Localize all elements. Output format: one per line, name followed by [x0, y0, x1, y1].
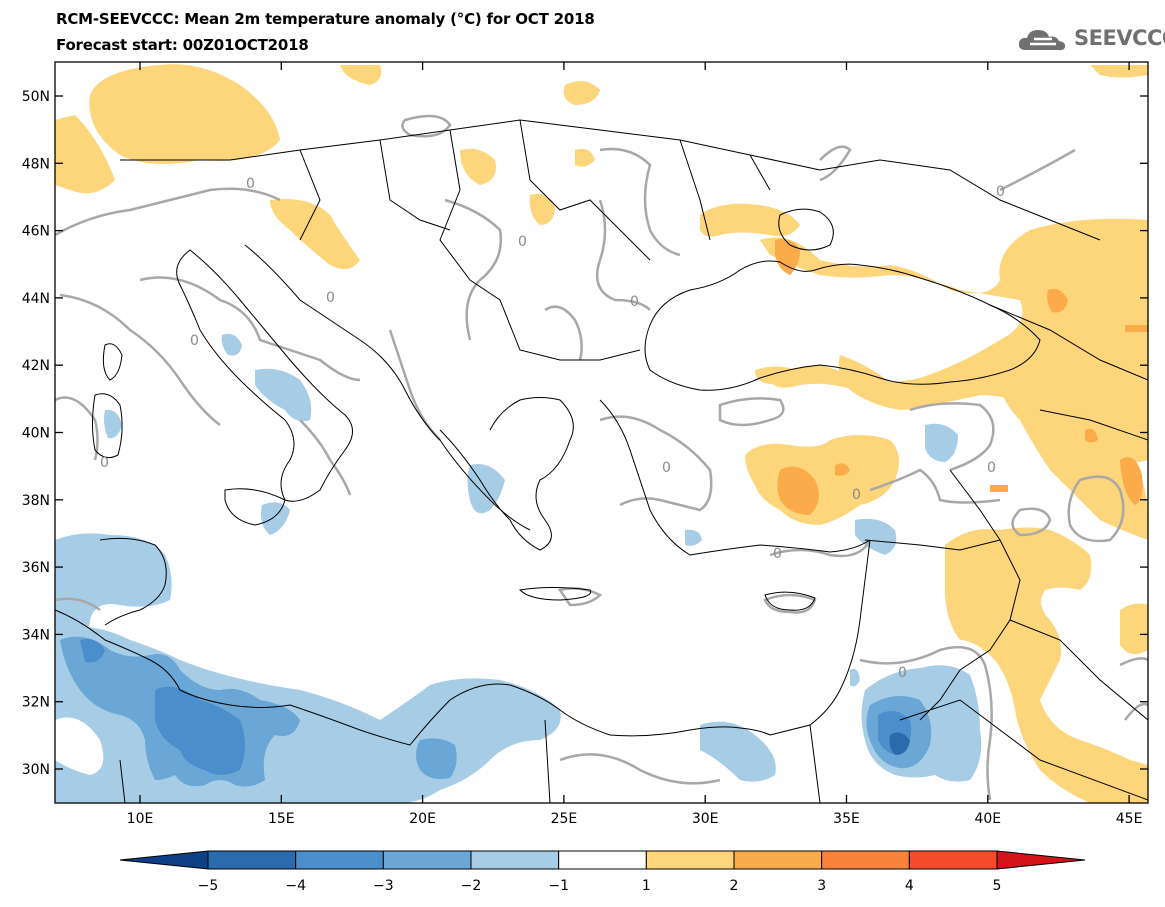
logo-text: SEEVCCC	[1074, 26, 1165, 50]
lon-label: 40E	[974, 811, 1001, 827]
colorbar-label: −4	[285, 878, 306, 894]
turkey-coast	[599, 399, 871, 556]
contour-label: 0	[662, 460, 671, 476]
colorbar-min-triangle	[119, 850, 209, 870]
warm-anomaly-strong	[775, 238, 1148, 515]
contour-label: 0	[518, 234, 527, 250]
balkan-coast	[244, 244, 531, 531]
contour-label: 0	[246, 176, 255, 192]
lat-label: 50N	[22, 89, 50, 105]
contour-label: 0	[100, 455, 109, 471]
lon-label: 10E	[127, 811, 154, 827]
contour-label: 0	[898, 665, 907, 681]
colorbar-label: −5	[198, 878, 219, 894]
colorbar-label: 3	[817, 878, 826, 894]
lon-label: 20E	[409, 811, 436, 827]
colorbar-max-triangle	[996, 850, 1086, 870]
lat-label: 46N	[22, 224, 50, 240]
colorbar-label: 1	[642, 878, 651, 894]
contour-label: 0	[190, 333, 199, 349]
chart-title: RCM-SEEVCCC: Mean 2m temperature anomaly…	[56, 10, 595, 28]
colorbar-segment	[558, 850, 647, 870]
colorbar-label: 5	[993, 878, 1002, 894]
black-sea-coast	[644, 260, 1041, 391]
colorbar-label: −3	[373, 878, 394, 894]
lat-label: 38N	[22, 493, 50, 509]
colorbar-label: −1	[548, 878, 569, 894]
contour-label: 0	[996, 184, 1005, 200]
colorbar-label: −2	[461, 878, 482, 894]
colorbar-segment	[645, 850, 735, 870]
sicily-coast	[224, 488, 286, 526]
latitude-axis: 50N 48N 46N 44N 42N 40N 38N 36N 34N 32N 30N	[22, 89, 1148, 778]
lat-label: 34N	[22, 627, 50, 643]
lat-label: 44N	[22, 291, 50, 307]
lon-label: 15E	[268, 811, 295, 827]
contour-label: 0	[630, 294, 639, 310]
levant-coast	[769, 539, 871, 736]
corsica-coast	[102, 343, 123, 381]
contour-label: 0	[987, 460, 996, 476]
coastlines-borders	[55, 119, 1148, 803]
desert-borders	[119, 699, 1148, 803]
lon-label: 30E	[692, 811, 719, 827]
sardinia-coast	[92, 393, 123, 459]
lon-label: 45E	[1116, 811, 1143, 827]
colorbar-label: 4	[905, 878, 914, 894]
lat-label: 42N	[22, 358, 50, 374]
colorbar: −5 −4 −3 −2 −1 1 2 3 4 5	[119, 850, 1086, 894]
tunisia-coast	[99, 537, 167, 626]
crimea-coast	[778, 208, 834, 251]
colorbar-segment	[733, 850, 823, 870]
seevccc-logo: SEEVCCC	[1016, 24, 1165, 54]
colorbar-segment	[295, 850, 384, 870]
forecast-start: Forecast start: 00Z01OCT2018	[56, 36, 309, 54]
longitude-axis: 10E 15E 20E 25E 30E 35E 40E 45E	[127, 62, 1143, 827]
colorbar-segment	[470, 850, 560, 870]
lat-label: 36N	[22, 560, 50, 576]
cyprus-coast	[764, 591, 816, 611]
colorbar-segment	[908, 850, 998, 870]
lon-label: 35E	[833, 811, 860, 827]
country-borders	[120, 119, 1148, 721]
zero-contours	[55, 114, 1148, 801]
colorbar-segment	[382, 850, 472, 870]
contour-label: 0	[773, 546, 782, 562]
contour-label: 0	[852, 487, 861, 503]
colorbar-segment	[207, 850, 297, 870]
lat-label: 30N	[22, 762, 50, 778]
lat-label: 48N	[22, 156, 50, 172]
contour-label: 0	[326, 290, 335, 306]
lon-label: 25E	[551, 811, 578, 827]
lat-label: 32N	[22, 695, 50, 711]
contour-labels: 0 0 0 0 0 0 0 0 0 0 0 0	[100, 176, 1005, 681]
colorbar-label: 2	[730, 878, 739, 894]
north-africa-coast	[55, 609, 771, 746]
anomaly-field	[55, 64, 1148, 803]
cloud-icon	[1018, 30, 1066, 51]
greece-coast	[439, 397, 574, 551]
lat-label: 40N	[22, 426, 50, 442]
colorbar-segment	[821, 850, 910, 870]
cold-anomaly-strongest	[889, 732, 910, 755]
crete-coast	[518, 587, 592, 601]
